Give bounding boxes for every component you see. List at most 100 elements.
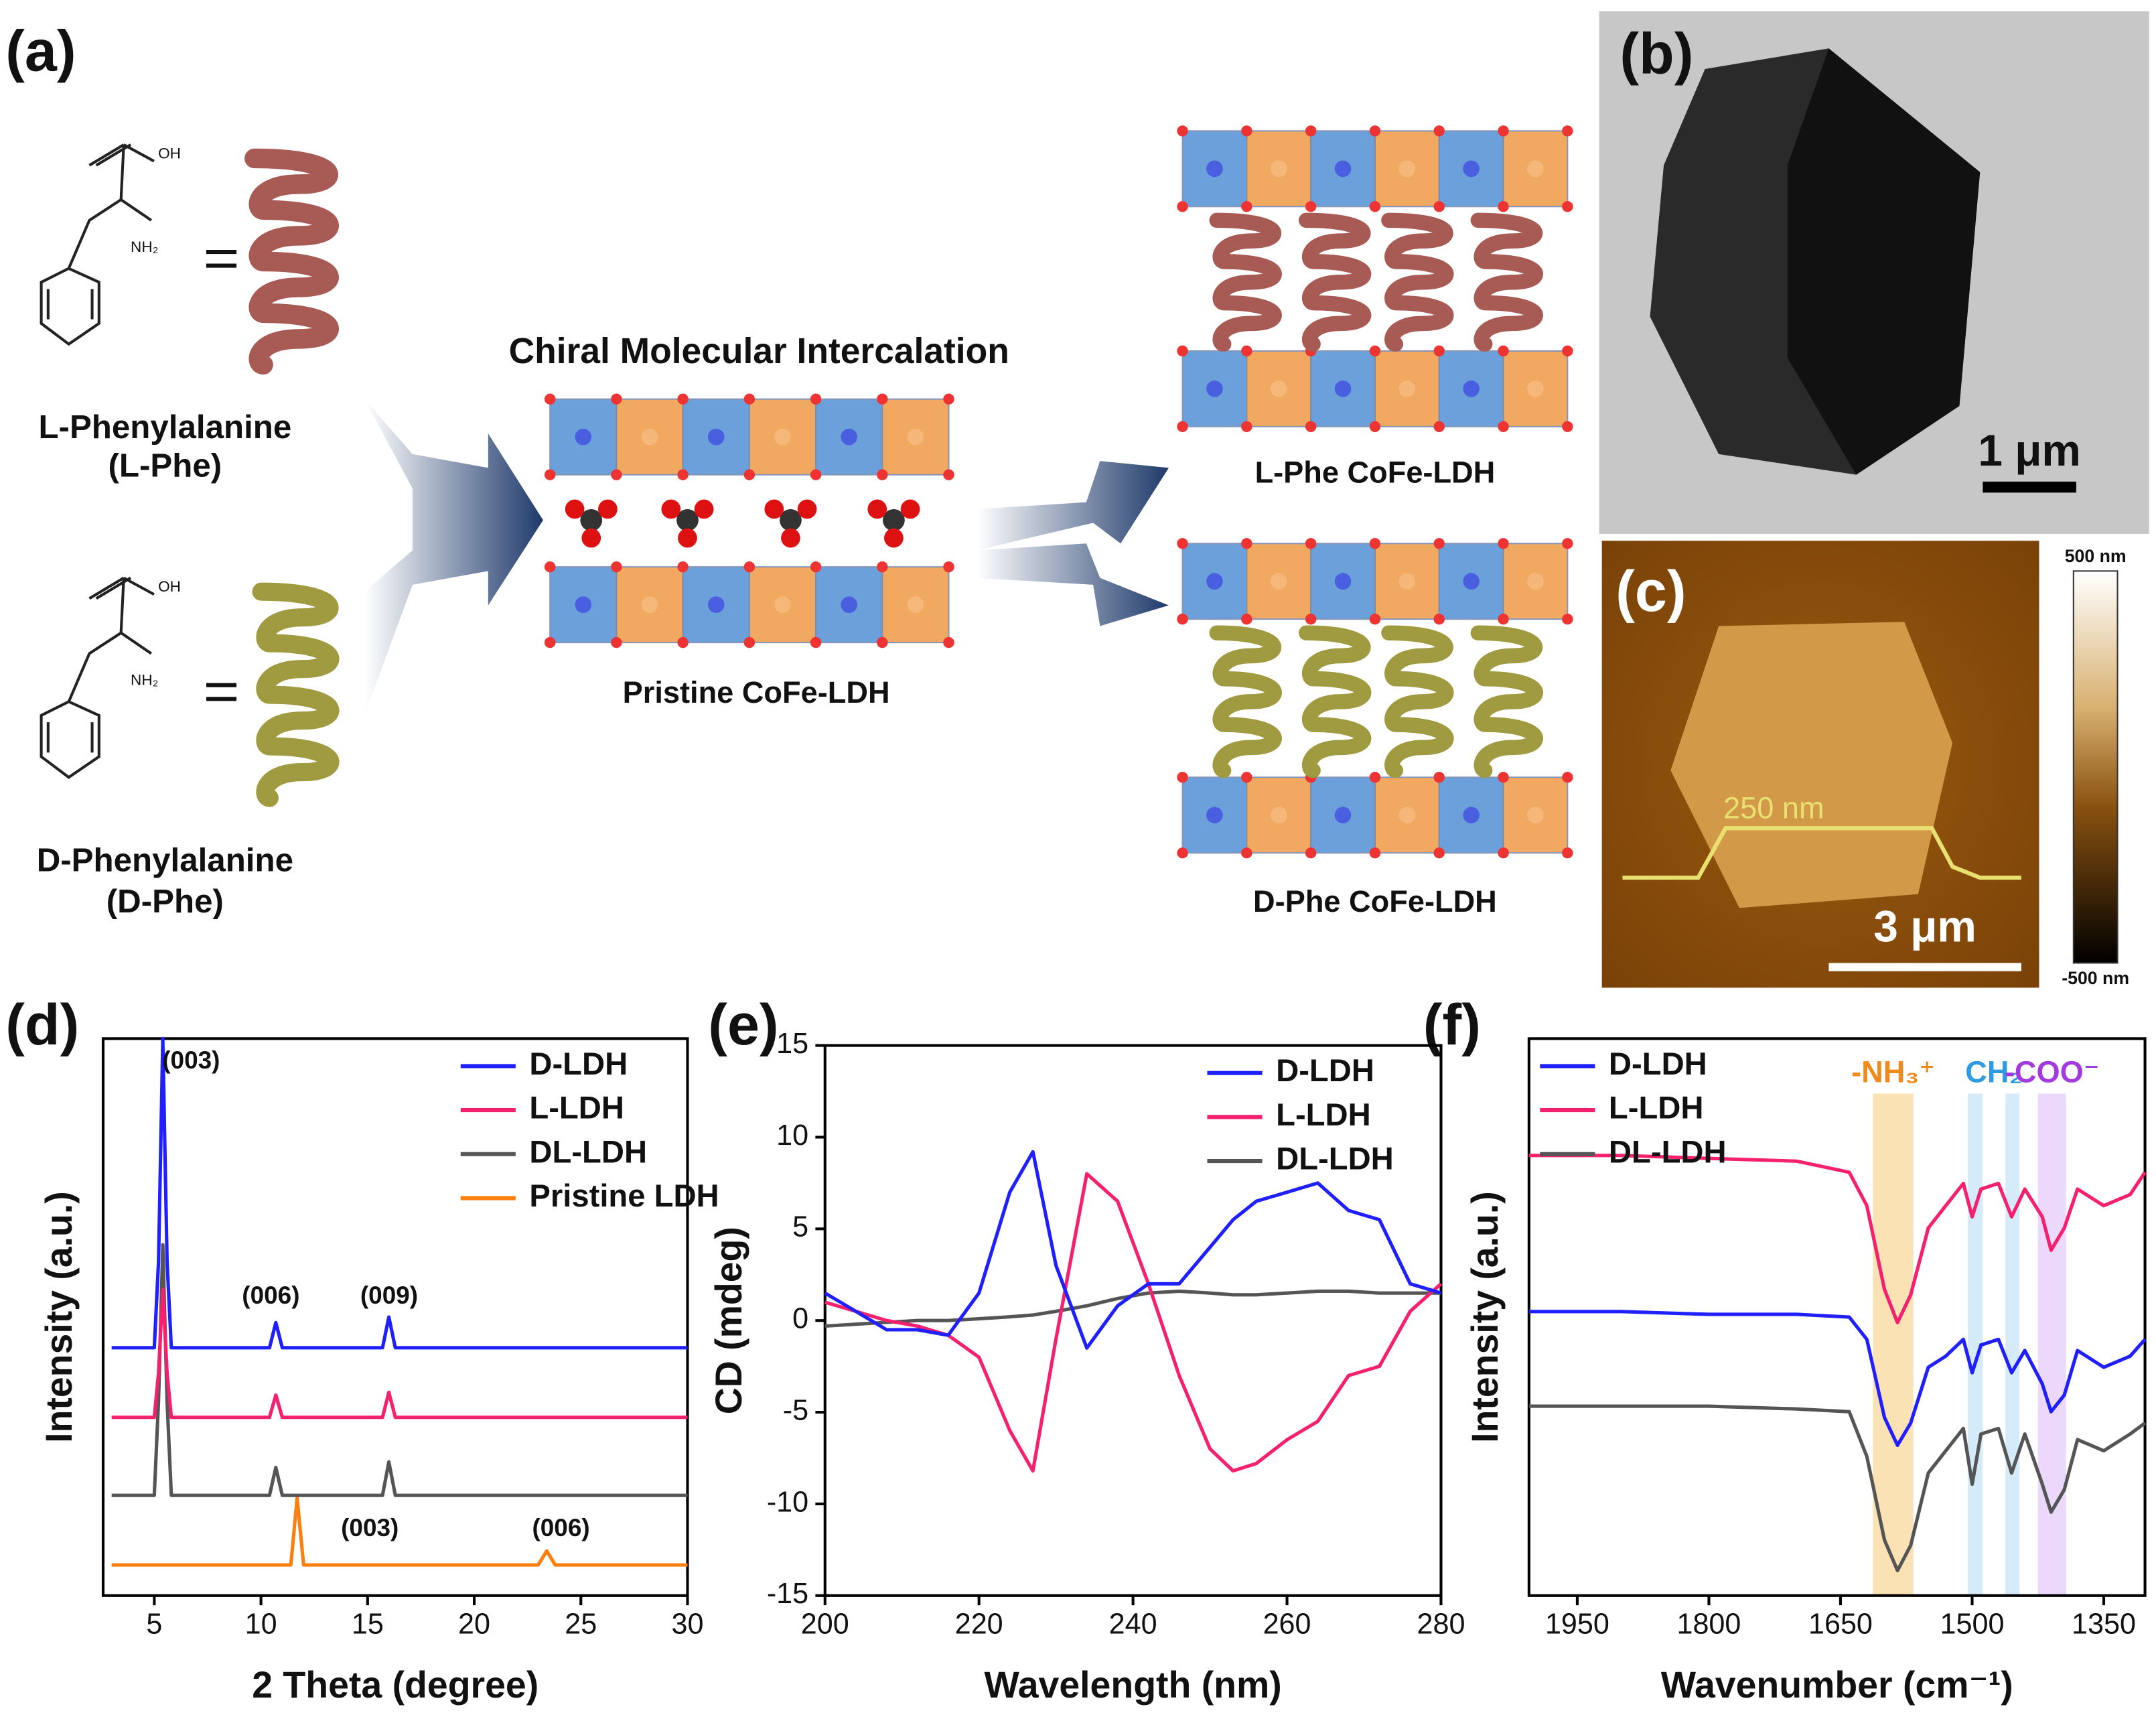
oxygen-atom xyxy=(797,499,817,519)
oxygen-atom xyxy=(611,636,622,648)
carbon-atom xyxy=(780,508,802,531)
oxygen-atom xyxy=(611,469,622,480)
oxygen-atom xyxy=(1369,847,1381,859)
process-label: Chiral Molecular Intercalation xyxy=(509,332,1009,371)
oxygen-atom xyxy=(581,528,601,548)
metal-atom xyxy=(575,428,592,445)
metal-atom xyxy=(707,596,725,613)
y-tick-label: 5 xyxy=(792,1211,808,1243)
carbon-atom xyxy=(882,508,905,531)
oxygen-atom xyxy=(1305,538,1317,549)
molecule-name: L-Phenylalanine xyxy=(38,409,291,445)
metal-atom xyxy=(1527,807,1544,824)
series-line xyxy=(111,1288,688,1420)
merge-arrow xyxy=(364,399,543,715)
helix xyxy=(1470,212,1543,352)
metal-atom xyxy=(1206,807,1223,824)
oxygen-atom xyxy=(1241,421,1252,433)
x-tick-label: 10 xyxy=(245,1608,277,1640)
plot-frame xyxy=(101,1037,689,1597)
x-tick-label: 200 xyxy=(801,1608,849,1640)
split-arrow xyxy=(976,543,1169,626)
metal-atom xyxy=(1527,381,1544,397)
metal-atom xyxy=(1270,381,1287,397)
colorbar-label: -500 nm xyxy=(2062,968,2129,988)
series-line xyxy=(1528,1404,2147,1572)
oxygen-atom xyxy=(611,561,622,573)
band-label: CH₂ xyxy=(1965,1055,2022,1089)
oxygen-atom xyxy=(1177,847,1188,859)
helix xyxy=(1209,212,1282,352)
oxygen-atom xyxy=(1305,613,1317,625)
oxygen-atom xyxy=(1241,772,1252,783)
oxygen-atom xyxy=(1369,421,1381,433)
x-tick-label: 1800 xyxy=(1676,1608,1741,1640)
legend-label: DL-LDH xyxy=(529,1134,647,1170)
metal-atom xyxy=(1527,160,1544,178)
oxygen-atom xyxy=(1305,847,1317,859)
oxygen-atom xyxy=(1498,421,1509,433)
x-tick-label: 1650 xyxy=(1808,1608,1873,1640)
oxygen-atom xyxy=(1433,421,1445,433)
oxygen-atom xyxy=(1369,345,1381,357)
oxygen-atom xyxy=(1562,613,1573,625)
molecule-abbr: (L-Phe) xyxy=(109,447,222,484)
x-tick-label: 260 xyxy=(1263,1608,1311,1640)
oxygen-atom xyxy=(943,469,954,480)
metal-atom xyxy=(1398,807,1416,824)
oxygen-atom xyxy=(1369,538,1381,549)
oxygen-atom xyxy=(544,469,556,480)
peak-label: (006) xyxy=(532,1514,589,1541)
oxygen-atom xyxy=(877,393,888,405)
scale-label: 3 μm xyxy=(1873,902,1976,951)
metal-atom xyxy=(1398,381,1416,397)
peak-label: (009) xyxy=(360,1282,418,1309)
oxygen-atom xyxy=(677,636,689,648)
oxygen-atom xyxy=(1433,125,1445,137)
oxygen-atom xyxy=(743,561,756,573)
oxygen-atom xyxy=(900,499,920,519)
oxygen-atom xyxy=(877,636,888,648)
x-tick-label: 280 xyxy=(1417,1608,1465,1640)
oxygen-atom xyxy=(810,393,822,405)
oxygen-atom xyxy=(1562,125,1573,137)
oxygen-atom xyxy=(694,499,714,519)
y-tick-label: 0 xyxy=(792,1303,808,1335)
metal-atom xyxy=(1206,160,1223,178)
oxygen-atom xyxy=(1562,772,1573,783)
oxygen-atom xyxy=(810,561,822,573)
x-tick-label: 20 xyxy=(458,1608,490,1640)
octahedron xyxy=(1374,350,1440,427)
oxygen-atom xyxy=(1177,345,1188,357)
band xyxy=(2005,1093,2020,1596)
octahedron xyxy=(682,566,750,644)
scale-label: 1 μm xyxy=(1978,426,2080,475)
y-tick-label: -10 xyxy=(767,1486,808,1518)
oxygen-atom xyxy=(1241,613,1252,625)
panel-label: (f) xyxy=(1423,993,1481,1057)
oxygen-atom xyxy=(1305,421,1317,433)
oxygen-atom xyxy=(1241,847,1252,859)
metal-atom xyxy=(1463,807,1480,824)
oxygen-atom xyxy=(1177,772,1188,783)
metal-atom xyxy=(1463,381,1480,397)
panel-label: (a) xyxy=(5,19,76,83)
oxygen-atom xyxy=(764,499,784,519)
oxygen-atom xyxy=(743,636,756,648)
oxygen-atom xyxy=(1562,201,1573,212)
oxygen-atom xyxy=(544,393,556,405)
legend-label: DL-LDH xyxy=(1276,1142,1394,1177)
oxygen-atom xyxy=(678,528,697,548)
peak-label: (003) xyxy=(341,1514,399,1541)
oxygen-atom xyxy=(544,561,556,573)
oxygen-atom xyxy=(1498,345,1509,357)
octahedron xyxy=(682,398,750,476)
legend-label: D-LDH xyxy=(529,1046,628,1082)
structure-label: L-Phe CoFe-LDH xyxy=(1255,456,1496,490)
panel-label: (b) xyxy=(1620,21,1693,86)
legend-label: L-LDH xyxy=(1609,1091,1704,1126)
oxygen-atom xyxy=(743,393,756,405)
oxygen-atom xyxy=(1498,125,1509,137)
y-tick-label: 15 xyxy=(776,1028,808,1060)
oxygen-atom xyxy=(810,469,822,480)
